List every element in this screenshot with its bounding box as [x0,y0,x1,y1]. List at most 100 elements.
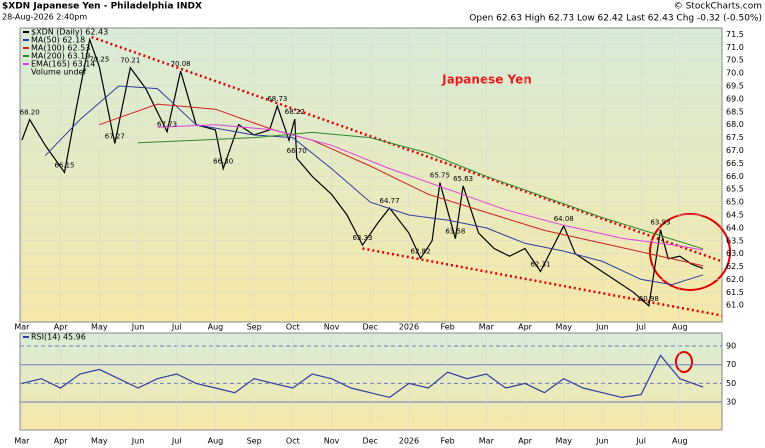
x-tick-label: Mar [479,437,495,446]
annotation: 64.77 [380,197,400,205]
y-tick-label: 61.5 [726,288,744,297]
y-tick-label: 65.5 [726,185,744,194]
rsi-panel [19,332,723,431]
x-tick-label: Jun [131,437,145,446]
x-tick-label: May [555,323,572,332]
x-tick-label: Nov [324,323,340,332]
x-tick-label: Oct [286,323,300,332]
x-tick-label: Sep [247,323,262,332]
x-tick-label: Aug [672,437,688,446]
x-tick-label: Jun [131,323,145,332]
annotation: 68.73 [267,95,287,103]
x-tick-label: Aug [208,323,224,332]
x-tick-label: Mar [14,323,30,332]
trendline [362,247,723,317]
x-tick-label: May [91,437,108,446]
y-tick-label: 62.0 [726,275,744,284]
annotation: 65.75 [430,172,450,180]
annotation: 66.70 [287,147,307,155]
series-line [99,103,704,267]
y-tick-label: 63.5 [726,236,744,245]
y-tick-label: 71.0 [726,43,744,52]
annotation: 68.22 [285,108,305,116]
legend-label: MA(200) 63.19 [31,52,90,61]
y-tick-label: 62.5 [726,262,744,271]
y-tick-label: 61.0 [726,301,744,310]
x-tick-label: Jul [171,437,182,446]
x-tick-label: Feb [441,437,455,446]
y-tick-label: 63.0 [726,249,744,258]
annotation: 62.31 [530,260,550,268]
annotation: 70.21 [120,57,140,65]
y-tick-label: 66.5 [726,159,744,168]
annotation: 62.82 [411,247,431,255]
y-tick-label: 65.0 [726,198,744,207]
y-tick-label: 69.0 [726,94,744,103]
y-tick-label: 30 [726,398,736,407]
annotation: 63.93 [650,219,670,227]
x-tick-label: Sep [247,437,262,446]
annotation: 68.20 [20,109,40,117]
annotation: 63.33 [352,234,372,242]
y-tick-label: 68.0 [726,120,744,129]
quote: Open 62.63 High 62.73 Low 62.42 Last 62.… [469,14,762,24]
x-tick-label: Jul [635,323,646,332]
x-tick-label: Jul [635,437,646,446]
y-tick-label: 66.0 [726,172,744,181]
series-line [44,85,704,286]
y-tick-label: 70 [726,360,736,369]
series-line [137,131,704,250]
y-tick-label: 67.0 [726,146,744,155]
highlight-circle [675,351,693,373]
x-tick-label: May [91,323,108,332]
x-tick-label: Jun [595,323,609,332]
annotation: 70.25 [89,56,109,64]
annotation: 70.08 [171,60,191,68]
annotation: 67.27 [105,133,125,141]
x-tick-label: Mar [14,437,30,446]
annotation: 63.58 [445,228,465,236]
y-tick-label: 68.5 [726,107,744,116]
legend-label: EMA(165) 63.14 [31,60,95,69]
date: 28-Aug-2026 2:40pm [2,13,87,22]
x-tick-label: Apr [54,323,69,332]
x-tick-label: Apr [54,437,69,446]
series-line [157,124,704,251]
x-tick-label: 2026 [399,437,419,446]
legend-label: RSI(14) 45.96 [31,333,86,342]
y-tick-label: 64.0 [726,223,744,232]
x-tick-label: Jun [595,437,609,446]
annotation: 66.15 [54,161,74,169]
annotation: 60.98 [639,295,659,303]
x-tick-label: Apr [518,323,533,332]
symbol: $XDN Japanese Yen - Philadelphia INDX [2,2,202,12]
trendline [91,35,723,263]
x-tick-label: Dec [362,437,377,446]
y-tick-label: 90 [726,342,736,351]
y-tick-label: 64.5 [726,210,744,219]
x-tick-label: Dec [362,323,377,332]
y-tick-label: 71.5 [726,30,744,39]
x-tick-label: 2026 [399,323,419,332]
x-tick-label: Aug [672,323,688,332]
y-tick-label: 50 [726,379,736,388]
x-tick-label: Oct [286,437,300,446]
y-tick-label: 67.5 [726,133,744,142]
x-tick-label: Mar [479,323,495,332]
legend-label: Volume undef [31,68,86,77]
legend-label: MA(50) 62.18 [31,36,85,45]
x-tick-label: Aug [208,437,224,446]
x-tick-label: Jul [171,323,182,332]
legend-label: $XDN (Daily) 62.43 [31,28,108,37]
legend-label: MA(100) 62.53 [31,44,90,53]
x-tick-label: Apr [518,437,533,446]
y-tick-label: 70.0 [726,69,744,78]
series-line [21,354,704,399]
highlight-circle [649,213,731,291]
x-tick-label: Nov [324,437,340,446]
annotation: 66.30 [213,158,233,166]
source: © StockCharts.com [674,2,762,12]
annotation: 67.73 [157,121,177,129]
x-tick-label: Feb [441,323,455,332]
